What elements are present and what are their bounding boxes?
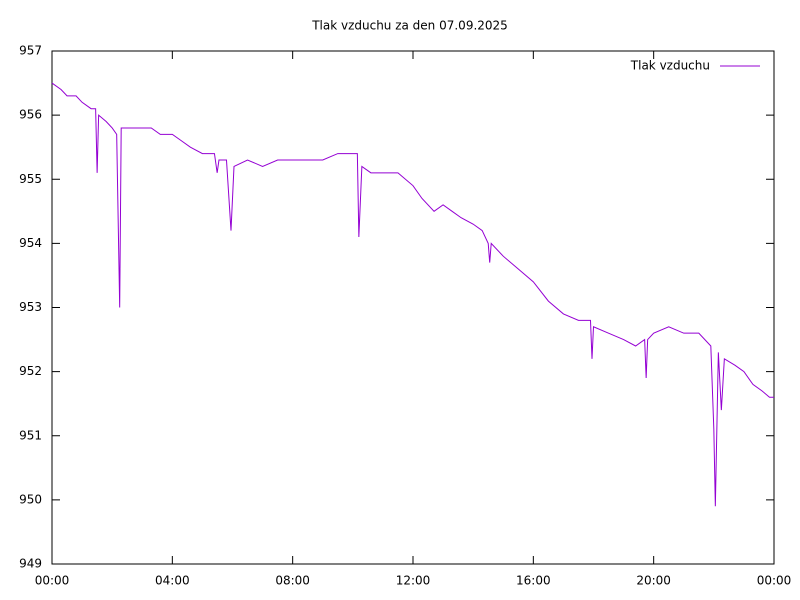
- legend-label: Tlak vzduchu: [630, 59, 710, 73]
- x-tick-label: 20:00: [636, 574, 671, 588]
- y-tick-label: 951: [19, 428, 42, 442]
- data-line: [51, 82, 774, 507]
- x-tick-label: 12:00: [396, 574, 431, 588]
- y-tick-label: 957: [19, 44, 42, 58]
- y-tick-label: 952: [19, 364, 42, 378]
- y-tick-label: 953: [19, 300, 42, 314]
- x-tick-label: 04:00: [155, 574, 190, 588]
- y-tick-label: 955: [19, 172, 42, 186]
- chart-title: Tlak vzduchu za den 07.09.2025: [311, 19, 508, 33]
- x-tick-label: 08:00: [275, 574, 310, 588]
- x-tick-label: 00:00: [757, 574, 792, 588]
- x-tick-label: 16:00: [516, 574, 551, 588]
- y-tick-label: 956: [19, 108, 42, 122]
- y-tick-label: 949: [19, 557, 42, 571]
- x-tick-label: 00:00: [35, 574, 70, 588]
- y-tick-label: 954: [19, 236, 42, 250]
- y-tick-label: 950: [19, 492, 42, 506]
